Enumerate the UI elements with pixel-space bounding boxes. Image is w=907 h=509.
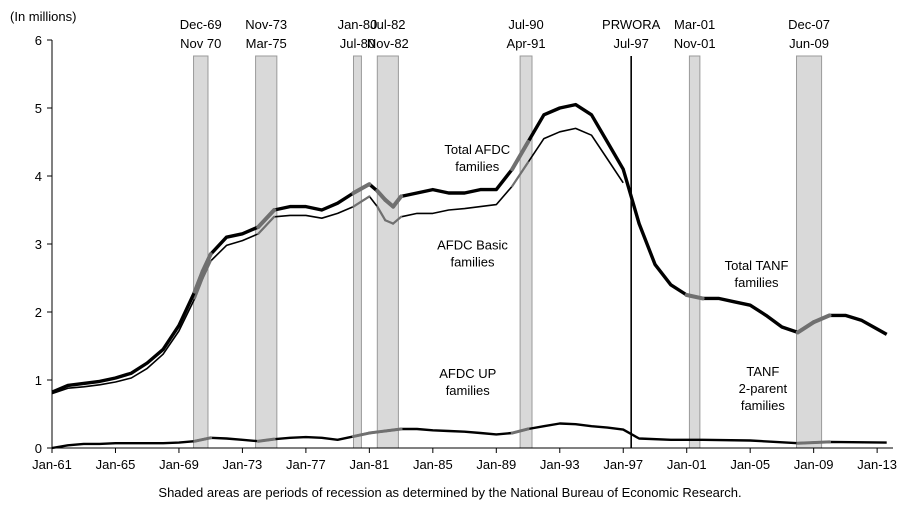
series-recession-segment	[352, 195, 371, 208]
series-recession-segment	[351, 182, 372, 195]
series-recession-segment	[511, 161, 530, 188]
recession-start-label: Jan-80	[338, 17, 378, 32]
series-recession-segment	[384, 219, 395, 225]
recession-band	[376, 55, 399, 449]
x-tick-label: Jan-81	[349, 457, 389, 472]
series-recession-segment	[796, 440, 832, 445]
series-annotation: Total TANF	[725, 258, 789, 273]
recession-end-label: Mar-75	[246, 36, 287, 51]
x-tick-label: Jan-01	[667, 457, 707, 472]
series-line	[51, 127, 624, 395]
series-recession-segment	[811, 313, 832, 325]
series-annotation: AFDC UP	[439, 366, 496, 381]
series-recession-segment	[192, 269, 205, 294]
series-recession-segment	[256, 208, 277, 229]
y-tick-label: 5	[35, 101, 42, 116]
axes: 0 1 2 3 4 5 6 Jan-61 Jan-65 Jan-69 Jan-73 Jan-77 Jan…	[32, 33, 897, 472]
x-tick-label: Jan-13	[857, 457, 897, 472]
recession-start-label: Nov-73	[245, 17, 287, 32]
series-recession-segment	[367, 429, 387, 435]
x-tick-label: Jan-73	[223, 457, 263, 472]
recession-end-label: Jul-80	[340, 36, 375, 51]
series-annotation: families	[455, 159, 500, 174]
series-annotation: TANF	[746, 364, 779, 379]
series-annotation: families	[446, 383, 491, 398]
series-recession-segment	[193, 436, 213, 443]
x-tick-label: Jan-93	[540, 457, 580, 472]
recession-end-label: Jun-09	[789, 36, 829, 51]
series-annotations: Total AFDC families AFDC Basic families Tota…	[437, 142, 788, 413]
recession-end-label: Nov-01	[674, 36, 716, 51]
series-recession-segment	[510, 140, 531, 172]
recession-start-label: Jul-90	[508, 17, 543, 32]
recession-band	[255, 55, 278, 449]
x-tick-label: Jan-89	[476, 457, 516, 472]
y-tick-label: 6	[35, 33, 42, 48]
series-recession-segment	[795, 320, 816, 335]
series-recession-segment	[510, 427, 530, 435]
x-tick-label: Jan-05	[730, 457, 770, 472]
footnote: Shaded areas are periods of recession as…	[158, 485, 741, 500]
x-tick-label: Jan-61	[32, 457, 72, 472]
prwora-date-label: Jul-97	[613, 36, 648, 51]
y-tick-label: 3	[35, 237, 42, 252]
recession-band	[519, 55, 533, 449]
series-line	[51, 422, 887, 450]
y-tick-label: 0	[35, 441, 42, 456]
series-recession-segment	[376, 205, 387, 222]
recession-end-label: Nov-82	[367, 36, 409, 51]
y-tick-label: 4	[35, 169, 42, 184]
recession-start-label: Dec-69	[180, 17, 222, 32]
series-recession-segment	[201, 259, 212, 280]
recession-band	[193, 55, 209, 449]
recession-end-label: Apr-91	[507, 36, 546, 51]
series-recession-segment	[351, 431, 371, 438]
y-tick-label: 1	[35, 373, 42, 388]
series-recession-segment	[193, 276, 204, 300]
x-tick-label: Jan-97	[603, 457, 643, 472]
series-annotation: families	[741, 398, 786, 413]
series-annotation: families	[450, 254, 495, 269]
series-recession-segment	[200, 252, 213, 274]
series-recession-segment	[383, 427, 403, 433]
series-recession-segment	[257, 215, 276, 235]
series-lines	[51, 102, 888, 450]
recession-bands: Dec-69 Nov 70 Nov-73 Mar-75 Jan-80 Jul-80 Jul-…	[180, 17, 830, 449]
series-annotation: 2-parent	[739, 381, 788, 396]
x-tick-label: Jan-65	[96, 457, 136, 472]
recession-start-label: Dec-07	[788, 17, 830, 32]
recession-start-label: Jul-82	[370, 17, 405, 32]
recession-end-label: Nov 70	[180, 36, 221, 51]
prwora-title: PRWORA	[602, 17, 661, 32]
recession-start-label: Mar-01	[674, 17, 715, 32]
series-recession-segment	[392, 215, 403, 225]
y-unit-label: (In millions)	[10, 9, 76, 24]
x-tick-label: Jan-69	[159, 457, 199, 472]
series-annotation: families	[734, 275, 779, 290]
series-annotation: AFDC Basic	[437, 237, 508, 252]
series-recession-segment	[256, 437, 276, 443]
recession-band	[352, 55, 362, 449]
x-tick-label: Jan-09	[794, 457, 834, 472]
series-annotation: Total AFDC	[444, 142, 510, 157]
prwora-event: PRWORA Jul-97	[602, 17, 661, 448]
recession-band	[796, 55, 823, 449]
series-recession-segment	[391, 194, 404, 209]
series-recession-segment	[684, 293, 705, 301]
y-tick-label: 2	[35, 305, 42, 320]
x-tick-label: Jan-85	[413, 457, 453, 472]
recession-band	[688, 55, 701, 449]
x-tick-label: Jan-77	[286, 457, 326, 472]
